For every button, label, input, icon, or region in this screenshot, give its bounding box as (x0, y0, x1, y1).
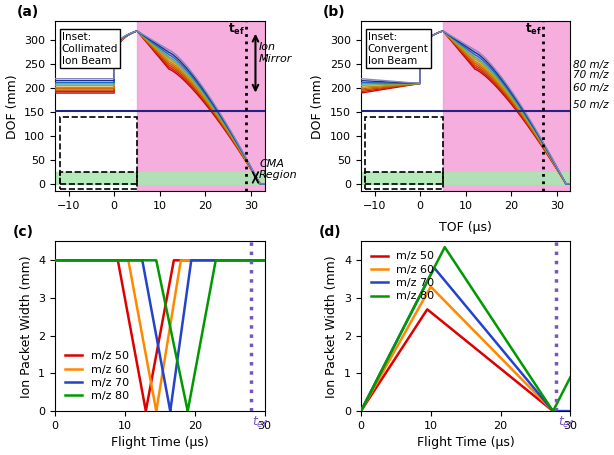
Text: $\mathbf{t_{ef}}$: $\mathbf{t_{ef}}$ (525, 22, 542, 37)
Bar (361, 172, 570, 184)
Text: (d): (d) (319, 225, 341, 239)
Legend: m/z 50, m/z 60, m/z 70, m/z 80: m/z 50, m/z 60, m/z 70, m/z 80 (367, 247, 439, 306)
Bar (443, 21, 593, 191)
Text: Inset:
Collimated
Ion Beam: Inset: Collimated Ion Beam (62, 31, 118, 66)
Y-axis label: DOF (mm): DOF (mm) (311, 74, 324, 138)
Bar (60, 172, 137, 189)
Bar (55, 172, 265, 184)
Y-axis label: DOF (mm): DOF (mm) (6, 74, 18, 138)
Bar (60, 117, 137, 184)
Text: $\mathbf{t_{ef}}$: $\mathbf{t_{ef}}$ (228, 22, 245, 37)
Text: $t_{ef}$: $t_{ef}$ (252, 415, 268, 430)
Bar (365, 117, 443, 184)
Text: (b): (b) (323, 5, 346, 19)
X-axis label: Flight Time (μs): Flight Time (μs) (111, 436, 209, 450)
Text: 70 m/z: 70 m/z (573, 70, 608, 80)
Text: 80 m/z: 80 m/z (573, 61, 608, 71)
Text: $t_{ef}$: $t_{ef}$ (558, 415, 574, 430)
Legend: m/z 50, m/z 60, m/z 70, m/z 80: m/z 50, m/z 60, m/z 70, m/z 80 (61, 347, 133, 405)
Text: CMA
Region: CMA Region (259, 158, 298, 180)
Text: (c): (c) (13, 225, 34, 239)
Bar (365, 172, 443, 189)
Y-axis label: Ion Packet Width (mm): Ion Packet Width (mm) (325, 255, 338, 398)
X-axis label: Flight Time (μs): Flight Time (μs) (417, 436, 515, 450)
Text: TOF (μs): TOF (μs) (439, 221, 492, 234)
Text: Inset:
Convergent
Ion Beam: Inset: Convergent Ion Beam (368, 31, 429, 66)
Text: 60 m/z: 60 m/z (573, 83, 608, 93)
Bar (137, 21, 287, 191)
Text: 50 m/z: 50 m/z (573, 100, 608, 110)
Y-axis label: Ion Packet Width (mm): Ion Packet Width (mm) (20, 255, 33, 398)
Text: (a): (a) (17, 5, 39, 19)
Text: Ion
Mirror: Ion Mirror (259, 42, 292, 64)
